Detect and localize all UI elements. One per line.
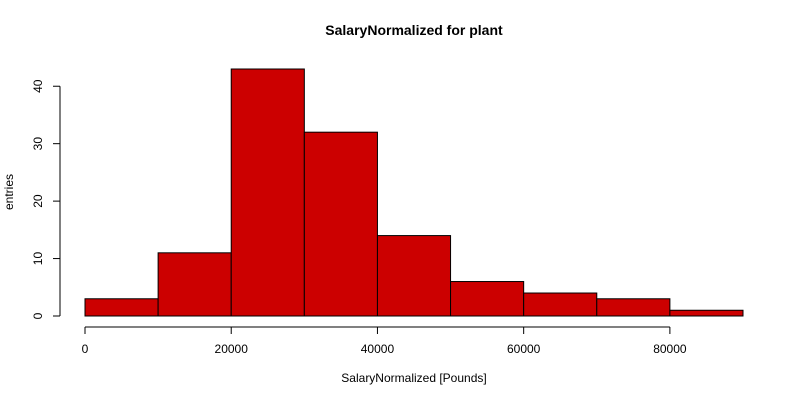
y-tick-label-2: 20 — [31, 194, 45, 208]
histogram-bar-2 — [230, 68, 305, 317]
bars-group — [84, 68, 744, 317]
x-tick-label-1: 20000 — [215, 342, 249, 356]
x-tick-label-2: 40000 — [361, 342, 395, 356]
histogram-bar-5 — [450, 281, 525, 317]
y-tick-label-0: 0 — [31, 312, 45, 319]
histogram-bar-8 — [669, 309, 744, 317]
x-tick-label-0: 0 — [82, 342, 89, 356]
y-axis-label: entries — [2, 174, 16, 210]
y-axis: 0 10 20 30 40 — [31, 79, 61, 319]
x-axis: 0 20000 40000 60000 80000 — [82, 326, 687, 356]
histogram-bar-6 — [523, 292, 598, 317]
chart-title: SalaryNormalized for plant — [325, 22, 503, 38]
histogram-bar-3 — [303, 131, 378, 317]
x-tick-label-4: 80000 — [653, 342, 687, 356]
histogram-bar-4 — [376, 235, 452, 317]
y-tick-label-4: 40 — [31, 79, 45, 93]
x-axis-label: SalaryNormalized [Pounds] — [341, 371, 486, 385]
histogram-bar-7 — [596, 298, 671, 317]
y-tick-label-3: 30 — [31, 137, 45, 151]
histogram-bar-1 — [157, 252, 232, 317]
y-tick-label-1: 10 — [31, 252, 45, 266]
histogram-bar-0 — [84, 298, 159, 317]
x-tick-label-3: 60000 — [507, 342, 541, 356]
